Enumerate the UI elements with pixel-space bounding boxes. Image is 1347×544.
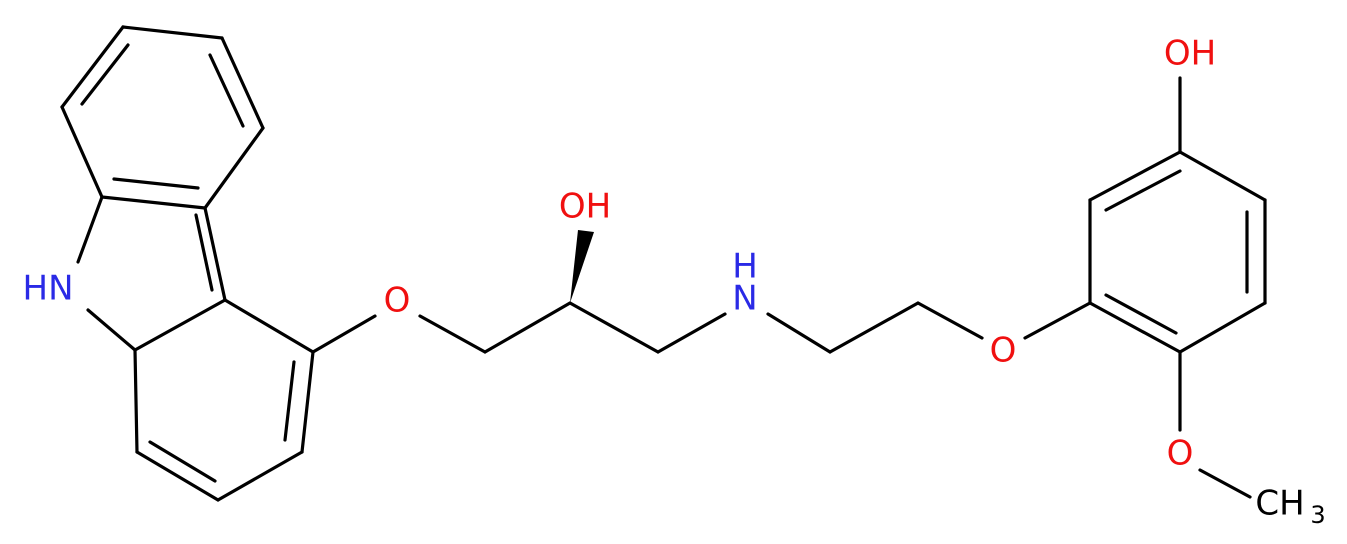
bond	[311, 314, 377, 354]
bond	[483, 301, 572, 354]
bond	[203, 126, 265, 210]
atom-label: N	[732, 279, 757, 319]
bond	[135, 450, 220, 502]
bonds	[60, 25, 1267, 502]
atom-label: CH	[1255, 484, 1304, 524]
bond	[1178, 150, 1267, 202]
bond	[1104, 169, 1182, 212]
wedge-bond	[570, 230, 594, 303]
bond	[1178, 301, 1267, 354]
bond	[283, 360, 296, 442]
bond	[133, 298, 227, 352]
bond	[100, 195, 207, 210]
bond	[1023, 301, 1092, 340]
bond	[80, 43, 130, 106]
atom-label: H	[732, 247, 758, 287]
bond	[568, 301, 660, 354]
bond	[766, 312, 832, 354]
bond	[194, 213, 214, 292]
atom-label: HN	[23, 269, 74, 309]
bond	[121, 25, 224, 40]
bond	[203, 206, 227, 302]
bond	[1088, 301, 1182, 354]
bond	[148, 440, 217, 483]
bond	[656, 312, 727, 354]
bond	[220, 36, 265, 130]
bond	[76, 195, 104, 264]
atom-labels: HN O OH H N O OH O CH 3	[23, 34, 1326, 530]
atom-subscript: 3	[1310, 501, 1325, 529]
bond	[916, 301, 984, 340]
bond	[418, 314, 487, 354]
bond	[300, 350, 315, 454]
atom-label: O	[384, 281, 411, 321]
bond	[208, 53, 245, 128]
atom-label: O	[990, 331, 1017, 371]
bond	[216, 450, 304, 502]
bond	[1104, 293, 1178, 335]
bond	[60, 25, 125, 109]
atom-label: OH	[559, 187, 611, 227]
bond	[86, 308, 137, 352]
bond	[828, 301, 920, 354]
bond	[1198, 468, 1252, 499]
bond	[133, 348, 139, 454]
bond	[1088, 150, 1182, 202]
atom-label: O	[1167, 434, 1194, 474]
bond	[60, 105, 104, 199]
bond	[112, 177, 200, 190]
atom-label: OH	[1164, 34, 1216, 74]
bond	[223, 298, 315, 354]
